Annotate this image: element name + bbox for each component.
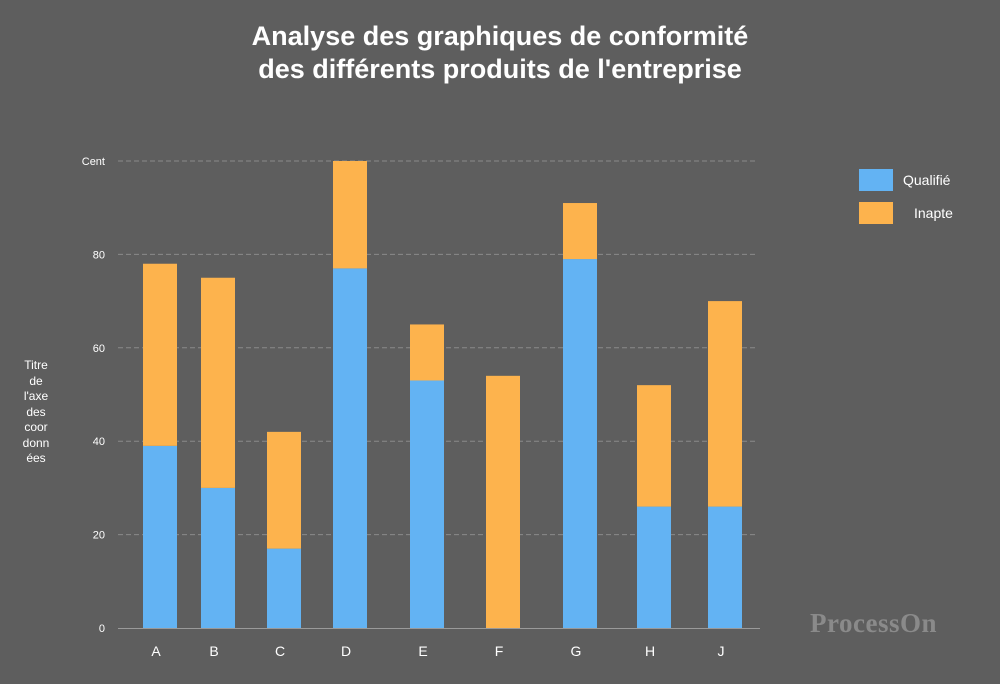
x-tick-label: A (151, 643, 161, 659)
bar-c-inapte (267, 431, 301, 549)
x-tick-label: B (209, 643, 218, 659)
y-tick-label: 20 (93, 530, 105, 542)
bar-e-inapte (410, 324, 444, 381)
x-tick-label: H (645, 643, 655, 659)
chart-title-line-2: des différents produits de l'entreprise (258, 54, 742, 84)
watermark: ProcessOn (810, 608, 937, 638)
bar-a-inapte (143, 263, 177, 446)
chart-title-line-1: Analyse des graphiques de conformité (251, 21, 749, 51)
bar-j-inapte (708, 301, 742, 507)
bar-h-inapte (637, 385, 671, 507)
x-tick-label: D (341, 643, 351, 659)
y-tick-label: 80 (93, 249, 105, 261)
bar-h-qualifie (637, 506, 671, 628)
bar-e-qualifie (410, 380, 444, 628)
bar-g-qualifie (563, 259, 597, 628)
y-tick-label: Cent (82, 156, 105, 168)
x-tick-label: J (718, 643, 725, 659)
legend-swatch-inapte (859, 202, 893, 224)
bar-d-qualifie (333, 268, 367, 628)
bar-b-qualifie (201, 487, 235, 628)
legend-label-inapte: Inapte (914, 205, 953, 221)
legend-label-qualifie: Qualifié (903, 172, 951, 188)
bar-d-inapte (333, 161, 367, 269)
x-tick-label: E (418, 643, 427, 659)
bar-j-qualifie (708, 506, 742, 628)
y-tick-label: 0 (99, 623, 105, 635)
x-tick-label: C (275, 643, 285, 659)
x-tick-label: G (571, 643, 582, 659)
y-tick-label: 40 (93, 436, 105, 448)
bar-a-qualifie (143, 445, 177, 628)
x-tick-label: F (495, 643, 504, 659)
bar-f-inapte (486, 375, 520, 628)
legend-swatch-qualifie (859, 169, 893, 191)
y-tick-label: 60 (93, 343, 105, 355)
bar-c-qualifie (267, 548, 301, 628)
bar-g-inapte (563, 203, 597, 260)
bar-b-inapte (201, 277, 235, 488)
y-axis-label: Titre de l'axe des coor donn ées (22, 358, 50, 465)
